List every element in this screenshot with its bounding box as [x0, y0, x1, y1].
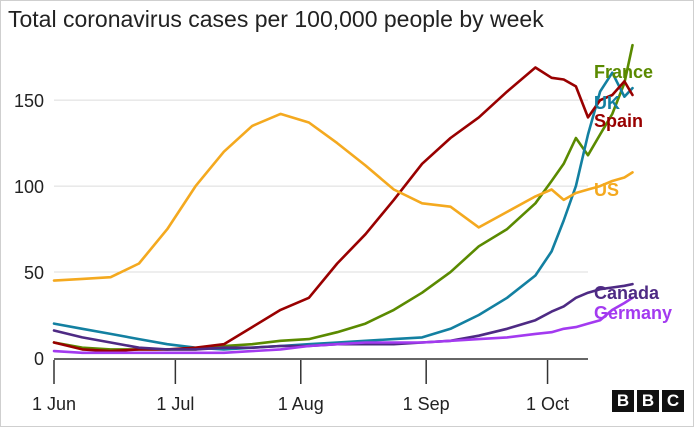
series-label-uk: UK [594, 93, 620, 113]
bbc-logo-letter-3: C [662, 390, 684, 412]
x-tick-label: 1 Jul [156, 394, 194, 414]
series-label-us: US [594, 180, 619, 200]
x-tick-label: 1 Jun [32, 394, 76, 414]
series-label-spain: Spain [594, 111, 643, 131]
y-tick-label: 100 [14, 177, 44, 197]
series-line-france [52, 43, 634, 351]
series-line-germany [52, 296, 634, 355]
series-label-germany: Germany [594, 303, 672, 323]
x-tick-label: 1 Oct [526, 394, 569, 414]
bbc-logo-letter-1: B [612, 390, 634, 412]
x-tick-label: 1 Sep [403, 394, 450, 414]
series-line-spain [52, 66, 634, 353]
x-tick-label: 1 Aug [278, 394, 324, 414]
y-tick-label: 0 [34, 349, 44, 369]
y-tick-label: 50 [24, 263, 44, 283]
series-label-canada: Canada [594, 283, 660, 303]
chart-title: Total coronavirus cases per 100,000 peop… [8, 6, 544, 32]
series-line-uk [52, 71, 634, 351]
bbc-logo: B B C [612, 390, 684, 412]
series-label-france: France [594, 62, 653, 82]
y-tick-label: 150 [14, 91, 44, 111]
bbc-logo-letter-2: B [637, 390, 659, 412]
series-line-us [52, 112, 634, 282]
